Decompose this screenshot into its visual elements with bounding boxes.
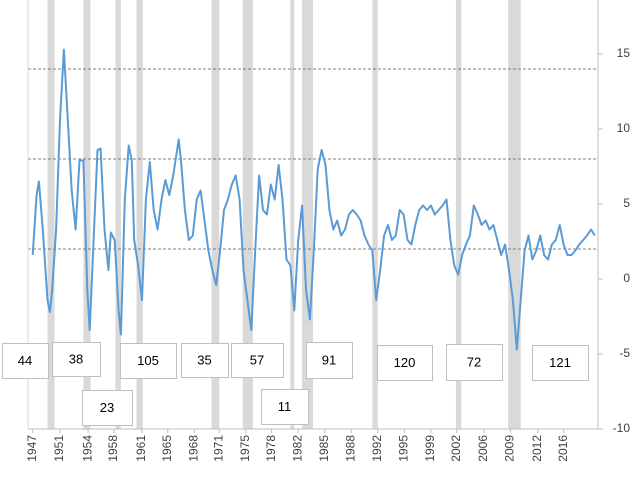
annotation: 91 <box>306 342 353 379</box>
shaded-period <box>83 0 91 429</box>
annotation-box <box>446 344 503 381</box>
annotation-label: 11 <box>278 399 292 414</box>
annotation-box <box>52 342 101 377</box>
annotation-box <box>120 343 177 379</box>
x-tick-label: 1978 <box>264 435 278 462</box>
annotation-box <box>231 343 284 378</box>
annotation-box <box>532 345 589 381</box>
annotation-label: 105 <box>137 353 159 368</box>
x-tick-label: 1985 <box>317 435 331 462</box>
shaded-period <box>136 0 143 429</box>
x-tick-label: 1975 <box>238 435 252 462</box>
y-tick-label: 0 <box>623 271 630 285</box>
annotation: 120 <box>377 345 433 381</box>
annotation-label: 91 <box>322 352 336 367</box>
y-tick-label: 15 <box>617 46 631 60</box>
x-tick-label: 2016 <box>556 435 570 462</box>
annotation-box <box>2 343 49 379</box>
x-tick-label: 1965 <box>160 435 174 462</box>
x-tick-label: 1954 <box>80 435 94 462</box>
x-tick-label: 1999 <box>423 435 437 462</box>
data-line <box>31 48 596 351</box>
annotation-box <box>181 343 229 378</box>
x-tick-label: 1982 <box>290 435 304 462</box>
x-tick-label: 1951 <box>52 435 66 462</box>
shaded-period <box>302 0 313 429</box>
y-tick-label: 5 <box>623 196 630 210</box>
annotation: 44 <box>2 343 49 379</box>
shaded-period <box>211 0 220 429</box>
x-tick-label: 1961 <box>134 435 148 462</box>
annotation-box <box>306 342 353 379</box>
x-tick-label: 1971 <box>211 435 225 462</box>
annotation-label: 44 <box>18 353 32 368</box>
annotation-box <box>377 345 433 381</box>
x-tick-label: 1947 <box>25 435 39 462</box>
x-tick-label: 2009 <box>503 435 517 462</box>
annotation: 23 <box>82 390 133 426</box>
x-tick-label: 1992 <box>370 435 384 462</box>
annotation-label: 38 <box>69 351 83 366</box>
annotation-label: 72 <box>467 354 481 369</box>
x-tick-label: 1958 <box>106 435 120 462</box>
annotation: 105 <box>120 343 177 379</box>
annotation-box <box>261 389 309 425</box>
y-tick-label: -10 <box>613 421 631 435</box>
x-tick-label: 2006 <box>476 435 490 462</box>
x-tick-label: 1968 <box>186 435 200 462</box>
annotation-label: 121 <box>549 355 571 370</box>
shaded-period <box>455 0 462 429</box>
annotation: 121 <box>532 345 589 381</box>
shaded-period <box>508 0 521 429</box>
annotation: 11 <box>261 389 309 425</box>
annotation: 72 <box>446 344 503 381</box>
x-tick-label: 1995 <box>397 435 411 462</box>
annotation-label: 57 <box>250 352 264 367</box>
annotation-box <box>82 390 133 426</box>
annotation: 35 <box>181 343 229 378</box>
x-tick-label: 1988 <box>343 435 357 462</box>
y-tick-label: -5 <box>619 346 630 360</box>
annotation-label: 35 <box>197 352 211 367</box>
shaded-period <box>115 0 121 429</box>
x-tick-label: 2012 <box>530 435 544 462</box>
y-tick-label: 10 <box>617 121 631 135</box>
shaded-period <box>242 0 253 429</box>
shaded-period <box>47 0 55 429</box>
annotation: 38 <box>52 342 101 377</box>
shaded-period <box>290 0 295 429</box>
annotation-label: 120 <box>394 355 416 370</box>
annotation: 57 <box>231 343 284 378</box>
x-tick-label: 2002 <box>449 435 463 462</box>
shaded-period <box>372 0 378 429</box>
annotation-label: 23 <box>100 400 114 415</box>
